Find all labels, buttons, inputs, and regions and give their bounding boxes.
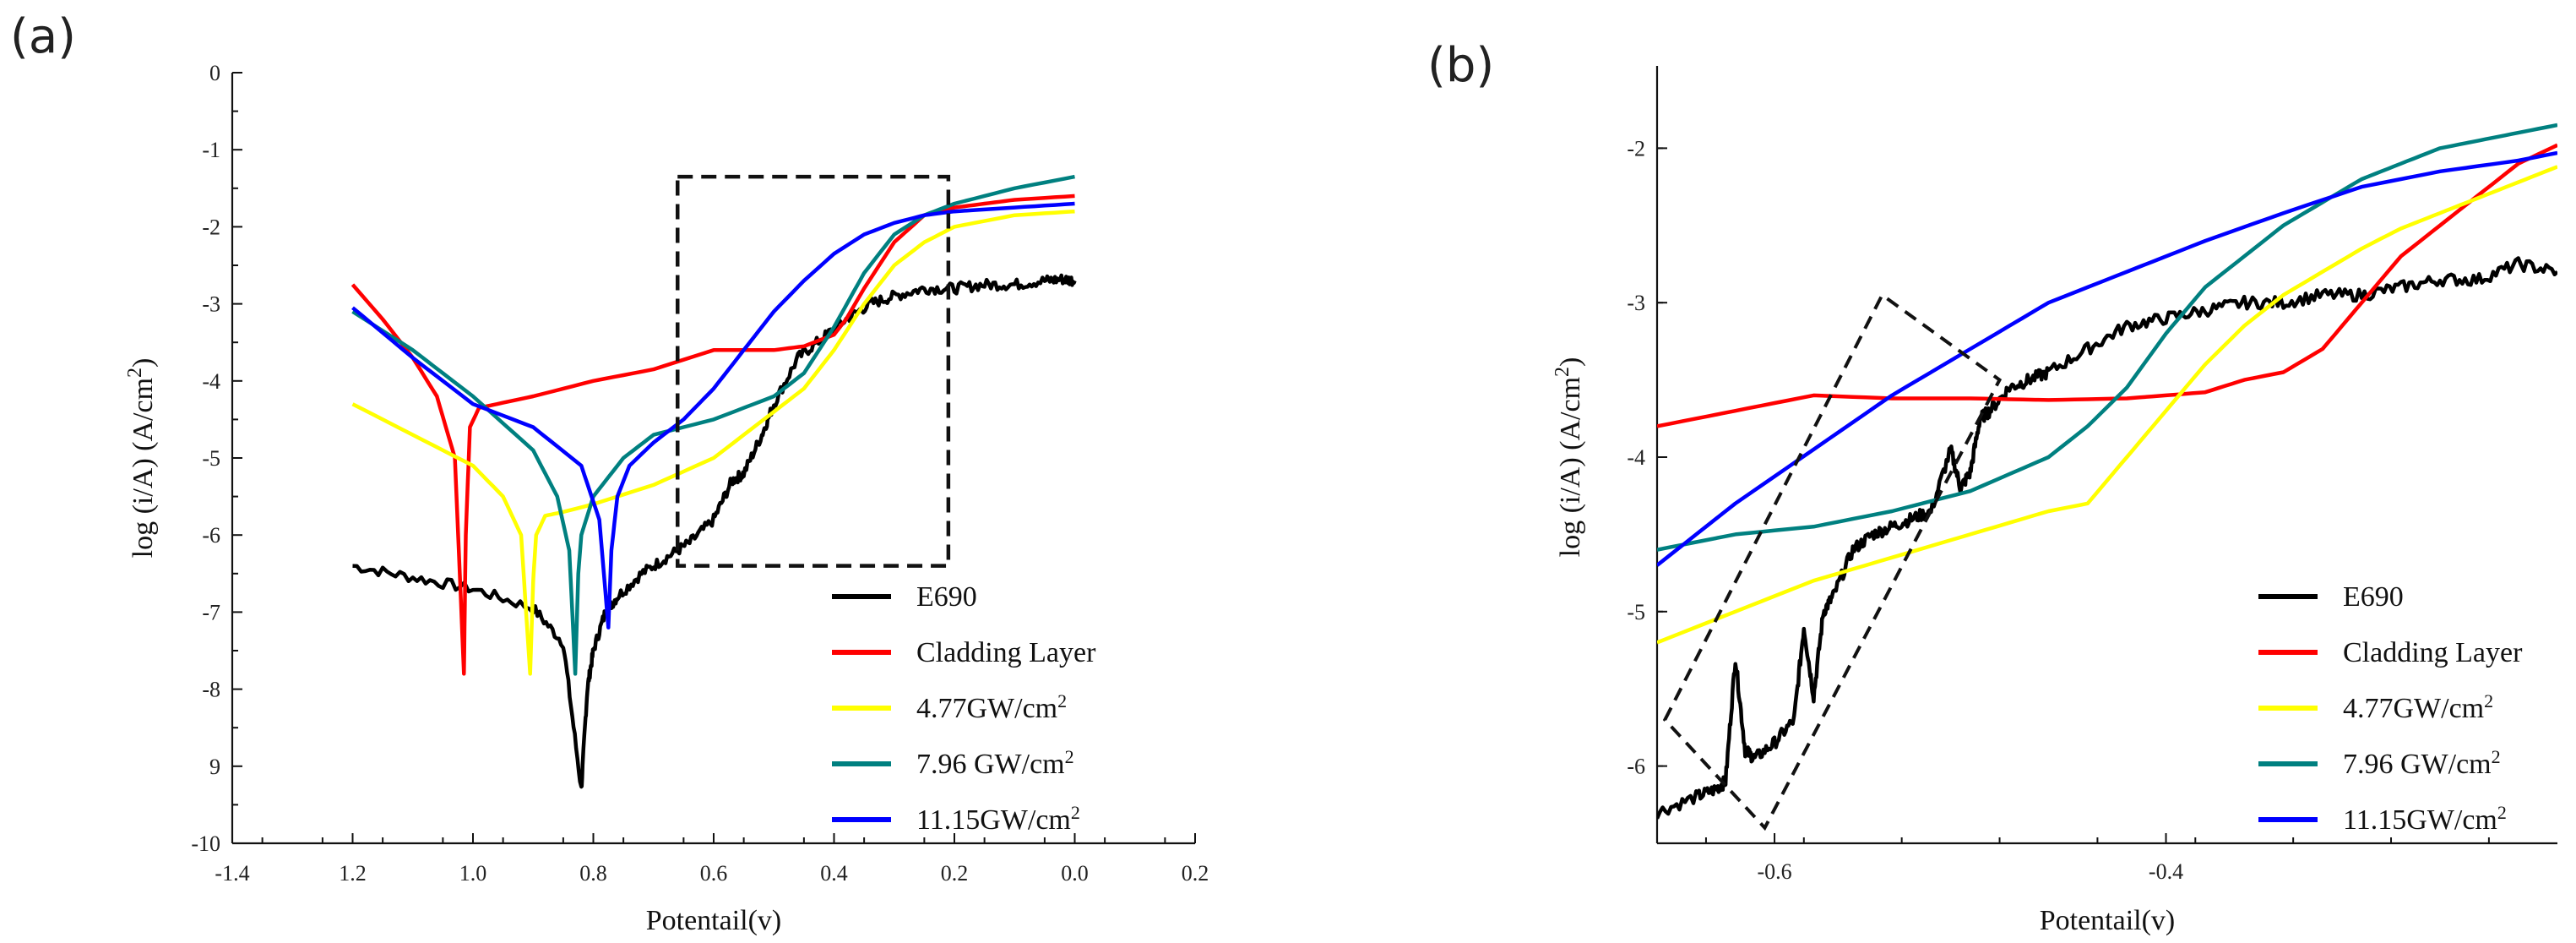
- chart-a-legend: E690 Cladding Layer 4.77GW/cm2 7.96 GW/cm2 1…: [832, 581, 1096, 836]
- x-tick-label: 0.0: [1061, 861, 1089, 886]
- zoom-region-rotated-box: [1662, 292, 2003, 831]
- x-tick-label: 1.0: [459, 861, 487, 886]
- y-tick-label: -3: [202, 292, 220, 317]
- chart-b-xlabel: Potentail(v): [2040, 905, 2176, 936]
- panel-label-a: (a): [10, 9, 76, 64]
- x-tick-label: -1.4: [215, 861, 249, 886]
- x-tick-label: 0.4: [820, 861, 848, 886]
- chart-b-curves: [1657, 123, 2557, 820]
- y-tick-label: -5: [1627, 600, 1645, 624]
- y-tick-label: -2: [202, 215, 220, 239]
- legend-label: Cladding Layer: [2343, 637, 2523, 668]
- chart-panel-a: 0 -1 -2 -3 -4 -5 -6 -7 -8 9 -10 -1.4 1.2 1.0 0.8 0.6 0.4…: [124, 61, 1209, 936]
- series-line-7-96-gw-cm2: [351, 174, 1075, 676]
- x-tick-label: 0.2: [941, 861, 969, 886]
- legend-label: 11.15GW/cm2: [916, 802, 1080, 837]
- chart-b-frame: -2 -3 -4 -5 -6 -0.6 -0.4: [1627, 66, 2557, 884]
- chart-panel-b: -2 -3 -4 -5 -6 -0.6 -0.4 E690 Cladding Layer 4.7…: [1552, 66, 2557, 936]
- zoom-region-box: [676, 174, 951, 568]
- series-line-11-15gw-cm2: [1657, 150, 2557, 567]
- y-tick-label: 0: [209, 61, 220, 85]
- y-tick-label: -3: [1627, 291, 1645, 315]
- series-line-7-96-gw-cm2: [1657, 123, 2557, 552]
- panel-label-b: (b): [1427, 38, 1494, 93]
- y-tick-label: -10: [191, 831, 220, 856]
- series-line-e690: [352, 273, 1077, 789]
- legend-label: 4.77GW/cm2: [2343, 690, 2493, 725]
- y-tick-label: -4: [202, 369, 220, 394]
- series-line-4-77gw-cm2: [351, 209, 1075, 676]
- y-tick-label: -6: [202, 523, 220, 548]
- series-line-4-77gw-cm2: [1657, 165, 2557, 645]
- y-tick-label: -6: [1627, 755, 1645, 779]
- x-tick-label: 0.8: [579, 861, 607, 886]
- y-tick-label: 9: [209, 755, 220, 779]
- chart-a-ylabel: log (i/A) (A/cm2): [124, 358, 159, 559]
- y-tick-label: -8: [202, 678, 220, 702]
- legend-label: 7.96 GW/cm2: [916, 746, 1074, 781]
- legend-label: Cladding Layer: [916, 637, 1096, 668]
- y-tick-label: -7: [202, 600, 220, 624]
- chart-a-curves: [351, 174, 1077, 789]
- x-tick-label: 1.2: [339, 861, 367, 886]
- legend-label: E690: [916, 581, 977, 613]
- chart-b-ylabel: log (i/A) (A/cm2): [1552, 357, 1586, 558]
- legend-label: 11.15GW/cm2: [2343, 802, 2507, 837]
- x-tick-label: 0.2: [1182, 861, 1209, 886]
- chart-a-frame: 0 -1 -2 -3 -4 -5 -6 -7 -8 9 -10 -1.4 1.2 1.0 0.8 0.6 0.4…: [191, 61, 1209, 886]
- x-tick-label: -0.4: [2149, 859, 2183, 884]
- chart-a-xlabel: Potentail(v): [646, 905, 782, 936]
- legend-label: 7.96 GW/cm2: [2343, 746, 2501, 781]
- y-tick-label: -2: [1627, 136, 1645, 161]
- legend-label: 4.77GW/cm2: [916, 690, 1067, 725]
- x-tick-label: -0.6: [1757, 859, 1791, 884]
- series-line-cladding-layer: [1657, 143, 2557, 428]
- y-tick-label: -5: [202, 446, 220, 471]
- legend-label: E690: [2343, 581, 2404, 613]
- x-tick-label: 0.6: [700, 861, 728, 886]
- chart-b-legend: E690 Cladding Layer 4.77GW/cm2 7.96 GW/cm2 1…: [2258, 581, 2523, 836]
- series-line-11-15gw-cm2: [351, 201, 1075, 630]
- series-line-e690: [1657, 256, 2557, 820]
- y-tick-label: -4: [1627, 445, 1645, 470]
- y-tick-label: -1: [202, 138, 220, 162]
